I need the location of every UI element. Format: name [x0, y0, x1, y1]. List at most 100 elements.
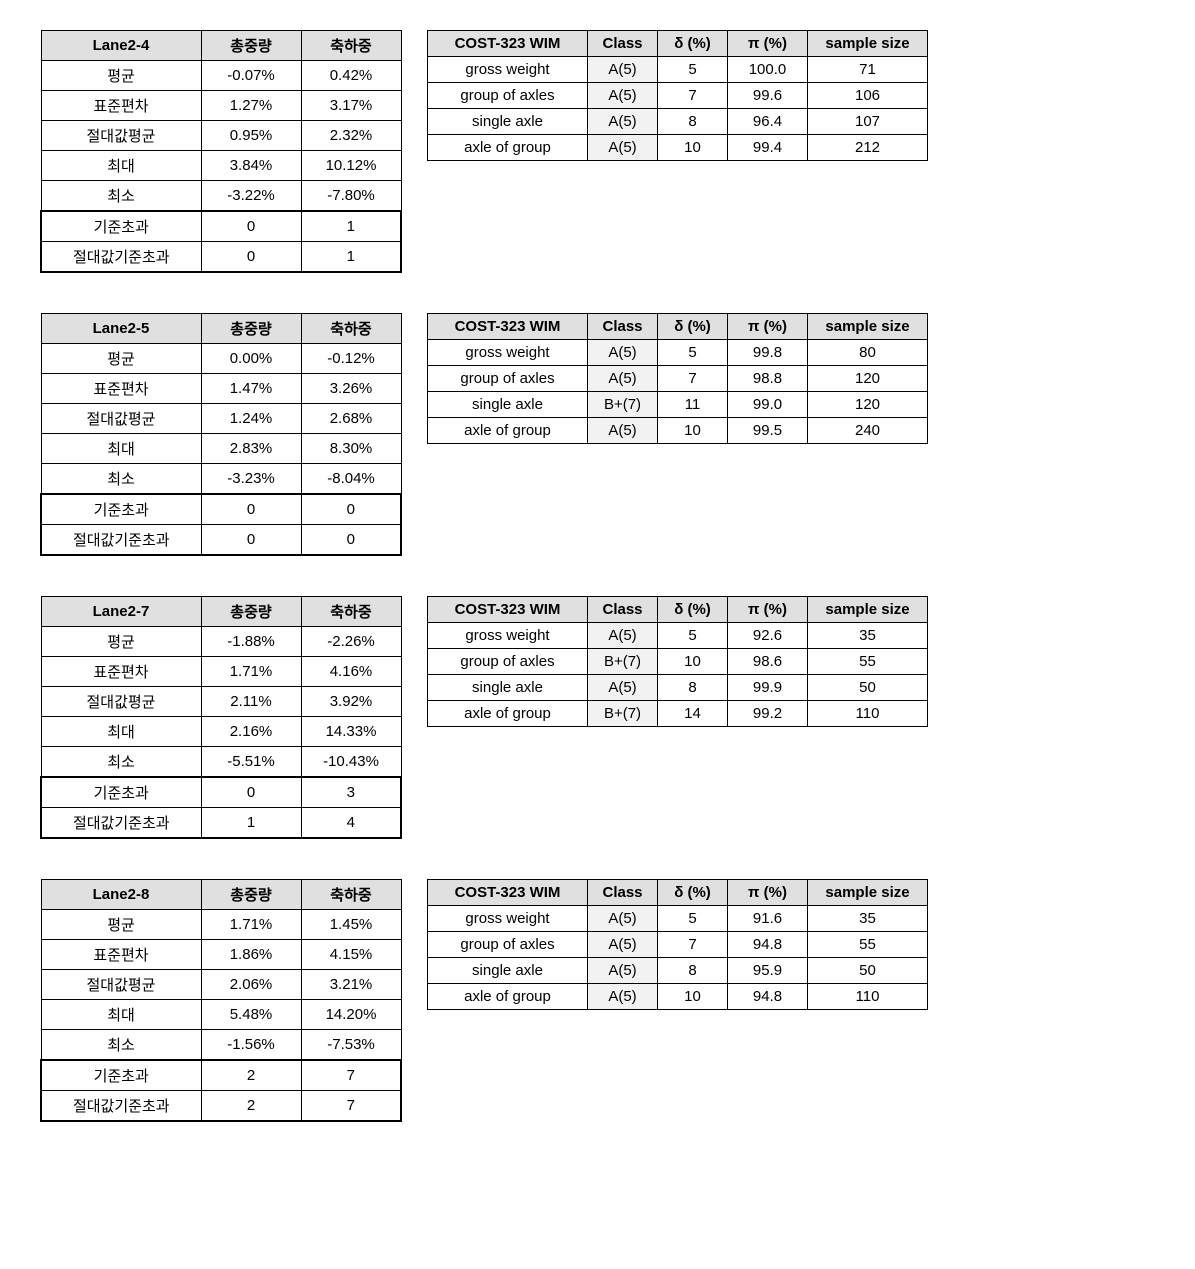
wim-row-label: axle of group [428, 418, 588, 444]
stats-row-label: 표준편차 [41, 940, 201, 970]
wim-row-label: gross weight [428, 57, 588, 83]
wim-row-label: single axle [428, 958, 588, 984]
stats-row-label: 기준초과 [41, 1060, 201, 1091]
stats-row-label: 기준초과 [41, 494, 201, 525]
wim-col-header: COST-323 WIM [428, 314, 588, 340]
stats-table: Lane2-4총중량축하중평균-0.07%0.42%표준편차1.27%3.17%… [40, 30, 402, 273]
stats-cell: 3.17% [301, 91, 401, 121]
stats-row-label: 최대 [41, 151, 201, 181]
wim-cell: 8 [658, 109, 728, 135]
wim-cell: 99.8 [728, 340, 808, 366]
stats-table: Lane2-5총중량축하중평균0.00%-0.12%표준편차1.47%3.26%… [40, 313, 402, 556]
wim-cell: 100.0 [728, 57, 808, 83]
stats-cell: 0 [201, 242, 301, 273]
wim-col-header: π (%) [728, 314, 808, 340]
wim-col-header: sample size [808, 31, 928, 57]
wim-col-header: Class [588, 31, 658, 57]
stats-col-header: 축하중 [301, 314, 401, 344]
stats-cell: 2 [201, 1091, 301, 1122]
stats-cell: 1 [301, 211, 401, 242]
stats-cell: 0.42% [301, 61, 401, 91]
stats-cell: 4.16% [301, 657, 401, 687]
stats-col-header: 총중량 [201, 314, 301, 344]
stats-row-label: 절대값기준초과 [41, 1091, 201, 1122]
wim-cell: 80 [808, 340, 928, 366]
stats-row-label: 표준편차 [41, 657, 201, 687]
stats-cell: -8.04% [301, 464, 401, 495]
wim-row-label: axle of group [428, 701, 588, 727]
stats-cell: 2 [201, 1060, 301, 1091]
stats-cell: 3 [301, 777, 401, 808]
wim-cell: 5 [658, 340, 728, 366]
wim-row-label: single axle [428, 392, 588, 418]
wim-cell: 10 [658, 649, 728, 675]
wim-cell: 98.6 [728, 649, 808, 675]
wim-cell: 110 [808, 984, 928, 1010]
lane-header: Lane2-4 [41, 31, 201, 61]
wim-cell: 120 [808, 366, 928, 392]
stats-row-label: 절대값기준초과 [41, 242, 201, 273]
wim-cell: 91.6 [728, 906, 808, 932]
wim-cell: 95.9 [728, 958, 808, 984]
wim-col-header: π (%) [728, 597, 808, 623]
stats-cell: 0 [201, 211, 301, 242]
wim-cell: 240 [808, 418, 928, 444]
stats-row-label: 기준초과 [41, 777, 201, 808]
stats-cell: 1.24% [201, 404, 301, 434]
wim-cell: 99.9 [728, 675, 808, 701]
stats-cell: 0 [201, 777, 301, 808]
lane-header: Lane2-5 [41, 314, 201, 344]
wim-cell: 99.6 [728, 83, 808, 109]
stats-col-header: 축하중 [301, 880, 401, 910]
stats-row-label: 최대 [41, 717, 201, 747]
wim-col-header: COST-323 WIM [428, 880, 588, 906]
stats-row-label: 평균 [41, 61, 201, 91]
wim-cell: 10 [658, 135, 728, 161]
stats-cell: 3.26% [301, 374, 401, 404]
wim-col-header: Class [588, 880, 658, 906]
stats-cell: 1.71% [201, 657, 301, 687]
wim-row-label: single axle [428, 109, 588, 135]
stats-cell: 14.33% [301, 717, 401, 747]
stats-cell: 2.06% [201, 970, 301, 1000]
wim-cell: 5 [658, 57, 728, 83]
wim-table: COST-323 WIMClassδ (%)π (%)sample sizegr… [427, 879, 928, 1010]
stats-col-header: 총중량 [201, 880, 301, 910]
wim-cell: 212 [808, 135, 928, 161]
wim-row-label: group of axles [428, 366, 588, 392]
stats-cell: -2.26% [301, 627, 401, 657]
wim-cell: 96.4 [728, 109, 808, 135]
stats-cell: 4.15% [301, 940, 401, 970]
stats-col-header: 총중량 [201, 31, 301, 61]
stats-row-label: 절대값평균 [41, 687, 201, 717]
wim-cell: A(5) [588, 418, 658, 444]
stats-cell: 1.71% [201, 910, 301, 940]
wim-cell: 5 [658, 623, 728, 649]
stats-cell: 2.68% [301, 404, 401, 434]
wim-table: COST-323 WIMClassδ (%)π (%)sample sizegr… [427, 313, 928, 444]
stats-cell: -0.12% [301, 344, 401, 374]
wim-col-header: δ (%) [658, 314, 728, 340]
stats-cell: 1 [201, 808, 301, 839]
stats-cell: 2.11% [201, 687, 301, 717]
wim-cell: 120 [808, 392, 928, 418]
wim-cell: 98.8 [728, 366, 808, 392]
stats-cell: 1.27% [201, 91, 301, 121]
wim-cell: A(5) [588, 984, 658, 1010]
stats-row-label: 절대값기준초과 [41, 808, 201, 839]
wim-cell: 99.2 [728, 701, 808, 727]
wim-cell: A(5) [588, 958, 658, 984]
wim-row-label: gross weight [428, 623, 588, 649]
wim-cell: 50 [808, 675, 928, 701]
wim-cell: 99.4 [728, 135, 808, 161]
wim-cell: A(5) [588, 675, 658, 701]
wim-col-header: COST-323 WIM [428, 31, 588, 57]
wim-col-header: Class [588, 314, 658, 340]
wim-table: COST-323 WIMClassδ (%)π (%)sample sizegr… [427, 596, 928, 727]
stats-cell: -3.23% [201, 464, 301, 495]
wim-row-label: single axle [428, 675, 588, 701]
wim-col-header: π (%) [728, 880, 808, 906]
stats-row-label: 절대값기준초과 [41, 525, 201, 556]
stats-cell: 0 [301, 525, 401, 556]
stats-cell: 1.47% [201, 374, 301, 404]
